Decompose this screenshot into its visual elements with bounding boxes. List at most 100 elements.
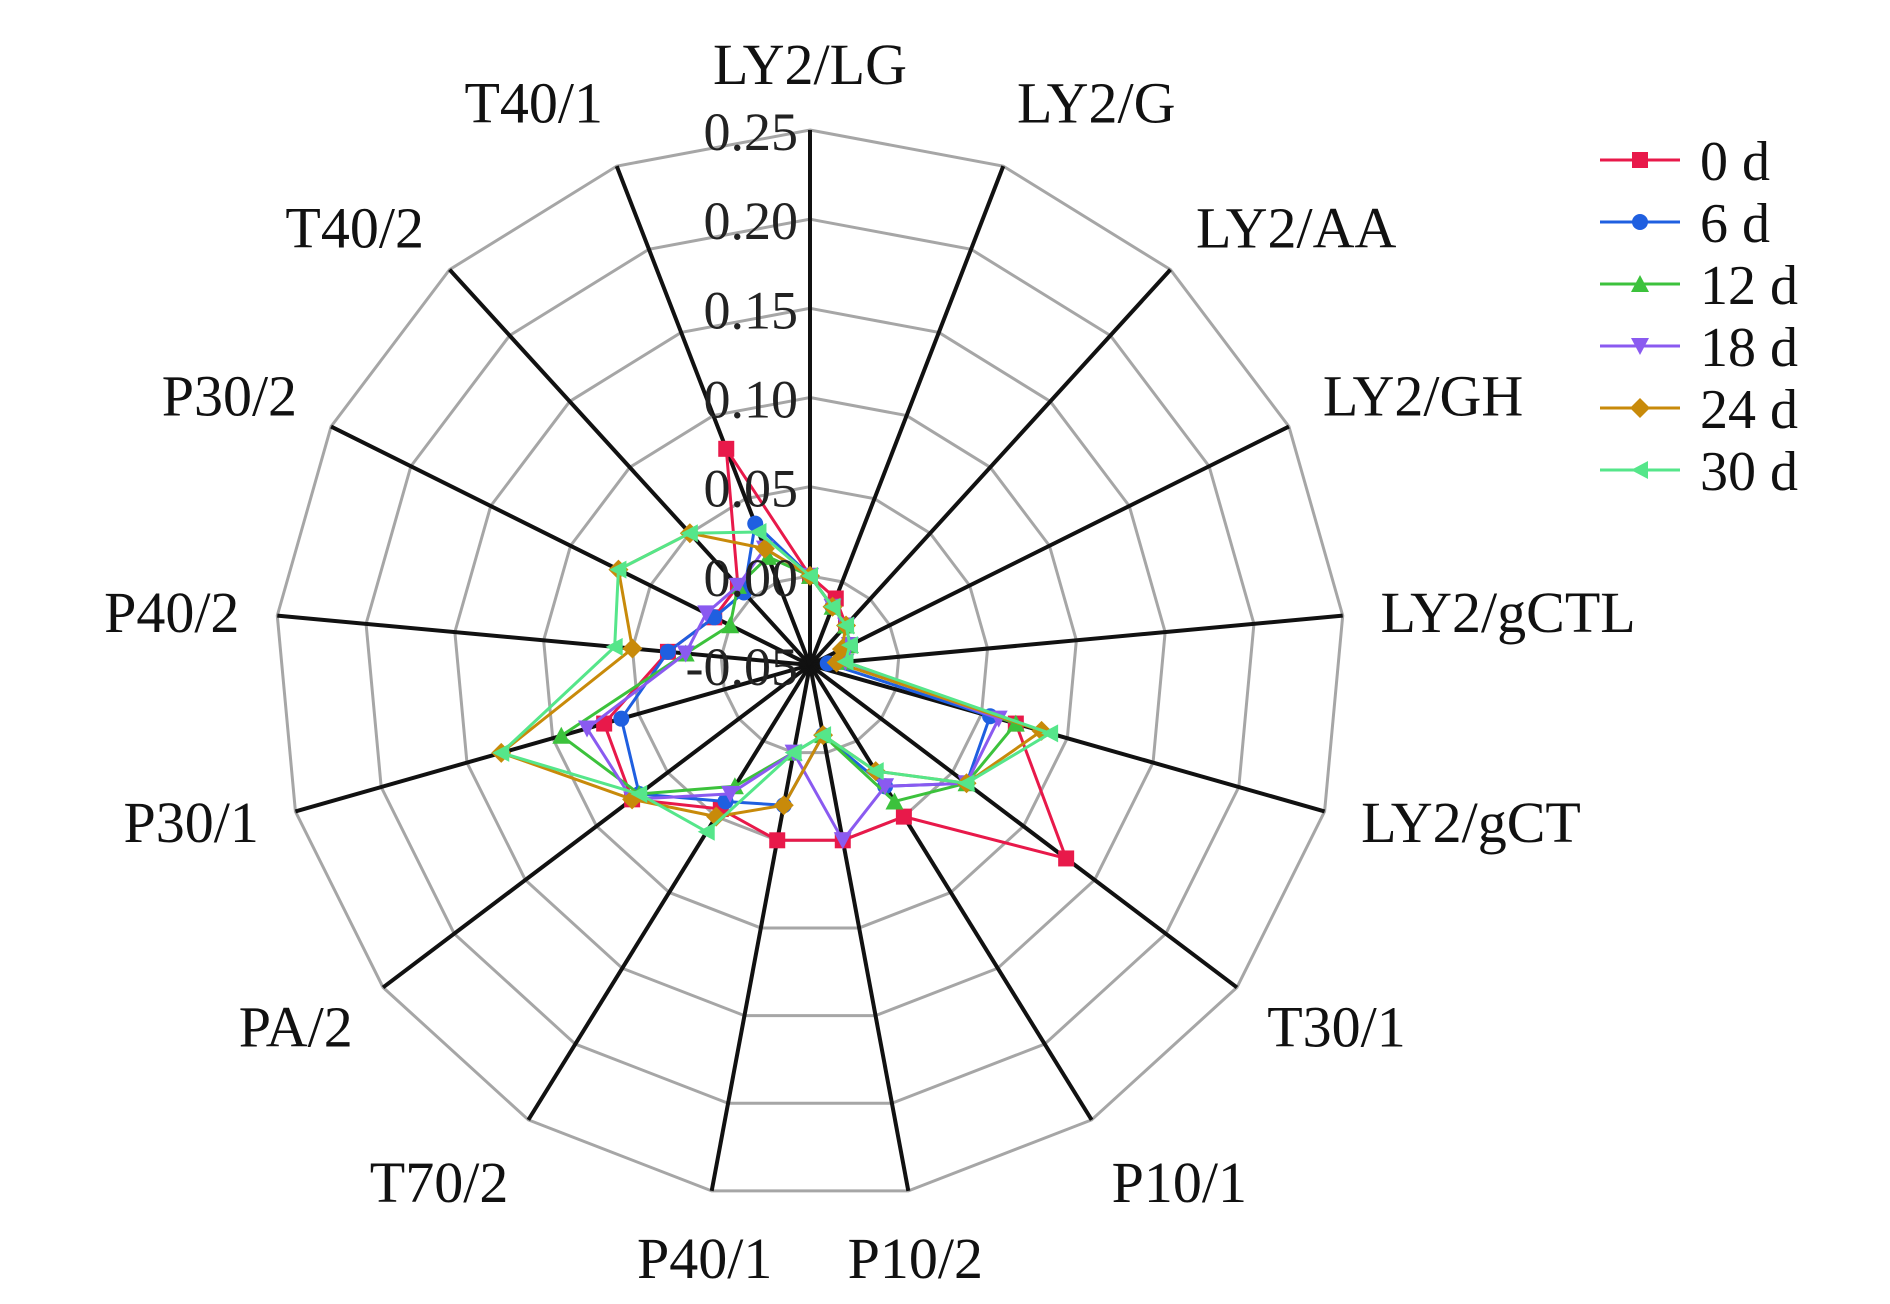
tick-label: 0.20 <box>704 191 799 251</box>
axis-spoke <box>808 663 1239 990</box>
axis-spoke <box>808 663 1094 1121</box>
data-point <box>676 645 695 663</box>
data-point <box>492 743 510 762</box>
data-point <box>957 774 975 793</box>
axis-spoke <box>808 268 1172 667</box>
axis-label: P10/2 <box>848 1226 983 1291</box>
data-point <box>718 440 735 457</box>
data-point <box>759 547 778 565</box>
tick-label: 0.00 <box>704 548 799 608</box>
axis-spoke <box>381 663 812 990</box>
axis-label: P10/1 <box>1112 1150 1247 1215</box>
data-point <box>885 792 904 810</box>
radar-spokes <box>277 130 1343 1192</box>
data-point <box>895 808 912 825</box>
tick-label: 0.25 <box>704 102 799 162</box>
data-point <box>876 778 895 796</box>
grid-ring <box>453 306 1167 1018</box>
data-point <box>605 637 623 656</box>
axis-label: T30/1 <box>1267 994 1406 1059</box>
axis-label: LY2/LG <box>713 32 907 97</box>
data-point <box>840 636 858 655</box>
legend-item: 18 d <box>1600 317 1798 379</box>
axis-spoke <box>809 424 1290 667</box>
legend-label: 6 d <box>1700 193 1770 255</box>
tick-label: -0.05 <box>686 637 798 697</box>
axis-label: LY2/AA <box>1196 196 1397 261</box>
data-point <box>697 822 715 841</box>
axis-spoke <box>294 663 811 814</box>
axis-label: P30/2 <box>162 364 297 429</box>
data-point <box>552 726 571 744</box>
axis-spoke <box>808 165 1006 666</box>
axis-spoke <box>526 663 812 1121</box>
axis-label: P30/1 <box>123 790 258 855</box>
data-point <box>784 743 802 762</box>
radial-tick-labels: -0.05 0.00 0.05 0.10 0.15 0.20 0.25 <box>686 102 798 697</box>
axis-labels: LY2/LG LY2/G LY2/AA LY2/GH LY2/gCTL LY2/gCT T3… <box>104 32 1636 1291</box>
data-point <box>728 577 747 595</box>
data-point <box>578 720 597 738</box>
data-point <box>613 710 630 727</box>
data-point <box>837 616 855 635</box>
legend-item: 6 d <box>1600 193 1770 255</box>
axis-spoke <box>448 268 812 667</box>
data-point <box>801 566 818 585</box>
axis-label: P40/2 <box>104 580 239 645</box>
axis-label: T40/2 <box>285 196 424 261</box>
legend-label: 12 d <box>1700 255 1798 317</box>
axis-label: LY2/GH <box>1323 364 1523 429</box>
data-point <box>773 795 794 816</box>
grid-ring <box>364 217 1256 1105</box>
axis-spoke <box>277 613 811 667</box>
legend-item: 24 d <box>1600 379 1798 441</box>
data-point <box>659 643 676 660</box>
axis-label: LY2/gCTL <box>1381 580 1636 645</box>
data-point <box>814 726 832 745</box>
data-point <box>1058 850 1075 867</box>
tick-label: 0.15 <box>704 280 799 340</box>
legend-item: 0 d <box>1600 131 1770 193</box>
series-30d <box>492 522 1059 841</box>
tick-label: 0.10 <box>704 370 799 430</box>
axis-spoke <box>809 663 1326 814</box>
axis-label: LY2/gCT <box>1361 790 1581 855</box>
data-point <box>630 784 648 803</box>
axis-label: T40/1 <box>464 71 603 136</box>
legend: 0 d6 d12 d18 d24 d30 d <box>1600 131 1798 503</box>
data-point <box>749 522 767 541</box>
axis-label: PA/2 <box>239 994 353 1059</box>
data-point <box>1041 724 1059 743</box>
data-point <box>826 652 847 673</box>
radar-series <box>491 440 1075 867</box>
legend-label: 30 d <box>1700 441 1798 503</box>
data-point <box>721 616 740 634</box>
grid-ring <box>275 128 1345 1193</box>
data-point <box>706 806 727 827</box>
axis-label: T70/2 <box>370 1150 509 1215</box>
data-point <box>833 832 852 850</box>
axis-spoke <box>809 613 1343 667</box>
data-point <box>721 785 740 803</box>
legend-item: 30 d <box>1600 441 1798 503</box>
data-point <box>609 560 627 579</box>
data-point <box>622 638 643 659</box>
data-point <box>836 652 854 671</box>
data-point <box>697 605 716 623</box>
tick-label: 0.05 <box>704 459 799 519</box>
axis-label: P40/1 <box>637 1226 772 1291</box>
data-point <box>769 832 786 849</box>
radar-grid <box>275 128 1345 1193</box>
data-point <box>680 524 698 543</box>
data-point <box>823 597 841 616</box>
data-point <box>866 762 884 781</box>
axis-label: LY2/G <box>1017 71 1176 136</box>
legend-label: 24 d <box>1700 379 1798 441</box>
grid-ring <box>542 395 1078 930</box>
legend-item: 12 d <box>1600 255 1798 317</box>
axis-spoke <box>614 165 812 666</box>
legend-label: 18 d <box>1700 317 1798 379</box>
axis-spoke <box>808 664 911 1192</box>
grid-ring <box>719 574 901 755</box>
